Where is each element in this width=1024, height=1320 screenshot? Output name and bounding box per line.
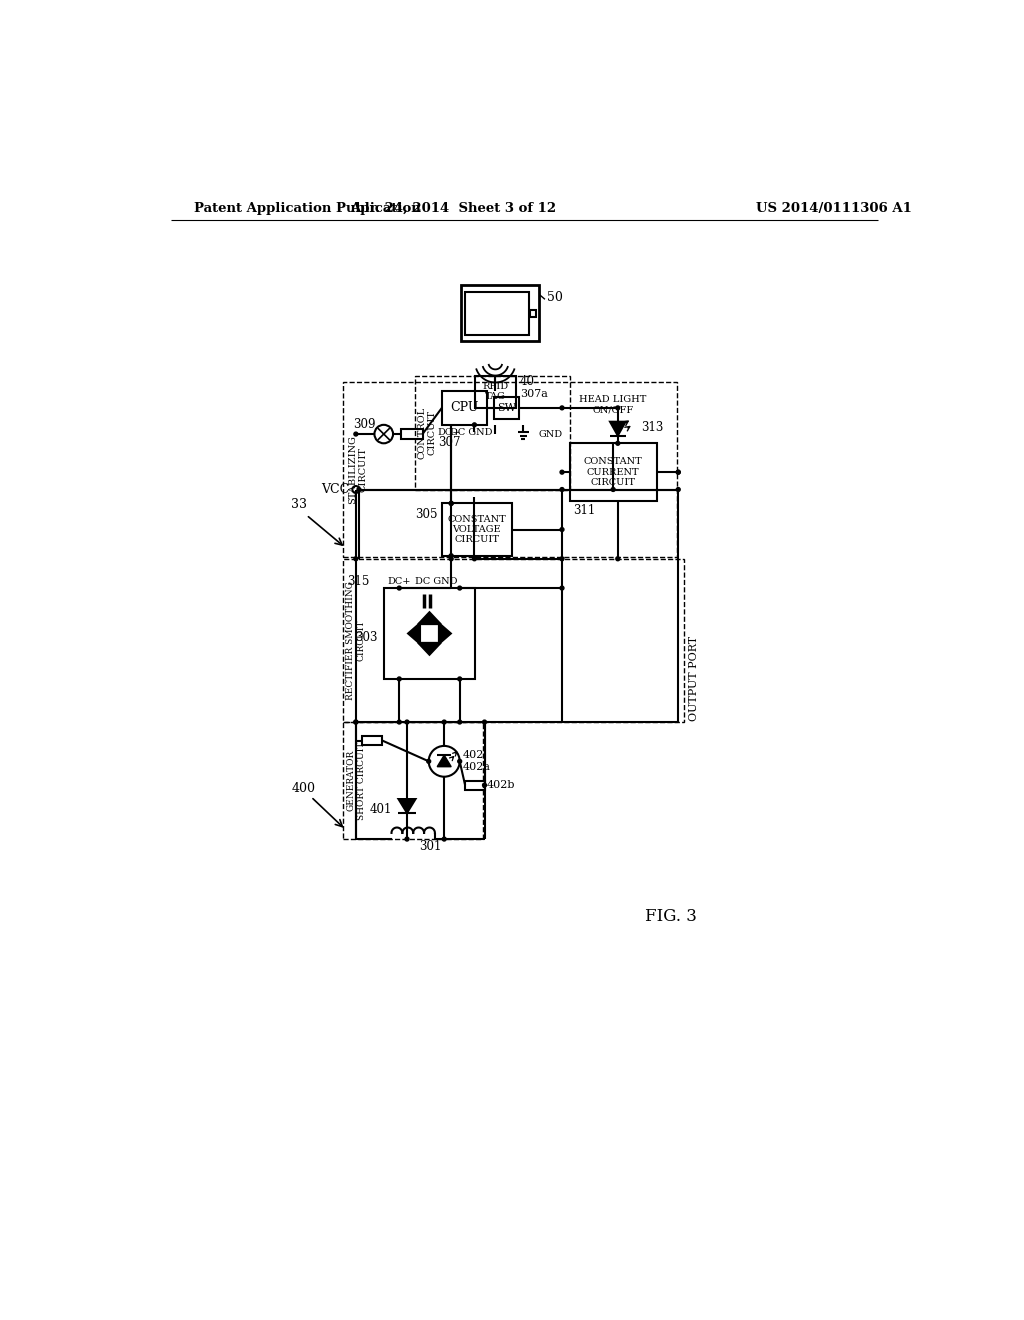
Circle shape <box>354 721 357 723</box>
Text: VCC: VCC <box>322 483 349 496</box>
Text: GND: GND <box>539 429 563 438</box>
Text: OUTPUT PORT: OUTPUT PORT <box>689 636 698 722</box>
Polygon shape <box>610 422 626 436</box>
Circle shape <box>427 759 431 763</box>
Circle shape <box>560 528 564 532</box>
Polygon shape <box>418 612 441 624</box>
Circle shape <box>560 487 564 491</box>
Circle shape <box>397 586 401 590</box>
Circle shape <box>615 407 620 409</box>
Polygon shape <box>437 755 452 767</box>
Text: STABILIZING
CIRCUIT: STABILIZING CIRCUIT <box>348 436 367 504</box>
Circle shape <box>450 502 453 506</box>
Circle shape <box>482 783 486 787</box>
Text: CONSTANT
CURRENT
CIRCUIT: CONSTANT CURRENT CIRCUIT <box>584 457 642 487</box>
Text: 40: 40 <box>519 375 535 388</box>
Text: 402: 402 <box>463 750 484 760</box>
Bar <box>494 397 518 418</box>
Text: DC GND: DC GND <box>451 428 493 437</box>
Circle shape <box>442 721 446 723</box>
Text: 307a: 307a <box>520 389 548 399</box>
Circle shape <box>615 441 620 445</box>
Circle shape <box>560 407 564 409</box>
Bar <box>384 589 475 678</box>
Bar <box>343 381 677 557</box>
Circle shape <box>406 837 409 841</box>
Polygon shape <box>418 643 441 655</box>
Bar <box>569 444 656 502</box>
Text: 401: 401 <box>369 803 391 816</box>
Circle shape <box>450 557 453 561</box>
Text: US 2014/0111306 A1: US 2014/0111306 A1 <box>756 202 911 215</box>
Text: 313: 313 <box>641 421 664 434</box>
Bar <box>343 722 483 840</box>
Bar <box>530 310 537 317</box>
Text: 311: 311 <box>573 504 596 517</box>
Polygon shape <box>398 799 416 813</box>
Circle shape <box>560 557 564 561</box>
Circle shape <box>676 487 680 491</box>
Text: 33: 33 <box>291 499 306 511</box>
Text: 400: 400 <box>291 781 315 795</box>
Text: CONSTANT
VOLTAGE
CIRCUIT: CONSTANT VOLTAGE CIRCUIT <box>447 515 506 544</box>
Bar <box>415 375 569 490</box>
Text: 402b: 402b <box>486 780 515 791</box>
Circle shape <box>458 677 462 681</box>
Circle shape <box>458 759 462 763</box>
Text: CPU: CPU <box>451 401 478 414</box>
Text: 303: 303 <box>355 631 378 644</box>
Circle shape <box>442 837 446 841</box>
Text: 402a: 402a <box>463 763 490 772</box>
Circle shape <box>560 586 564 590</box>
Text: 307: 307 <box>438 436 461 449</box>
Circle shape <box>560 470 564 474</box>
Bar <box>442 391 486 425</box>
Bar <box>343 558 684 722</box>
Circle shape <box>615 557 620 561</box>
Text: 315: 315 <box>347 576 370 589</box>
Text: SW: SW <box>497 403 516 413</box>
Circle shape <box>450 554 453 557</box>
Circle shape <box>611 487 615 491</box>
Circle shape <box>354 721 357 723</box>
Circle shape <box>482 721 486 723</box>
Circle shape <box>406 721 409 723</box>
Text: 301: 301 <box>420 841 441 853</box>
Text: DC GND: DC GND <box>415 577 458 586</box>
Circle shape <box>676 470 680 474</box>
Circle shape <box>472 422 476 426</box>
Circle shape <box>354 432 357 436</box>
Text: DC+: DC+ <box>438 428 462 437</box>
Bar <box>461 285 539 341</box>
Circle shape <box>458 586 462 590</box>
Circle shape <box>472 557 476 561</box>
Bar <box>400 429 423 438</box>
Text: GENERATOR
SHORT CIRCUIT: GENERATOR SHORT CIRCUIT <box>346 742 366 820</box>
Bar <box>362 737 382 744</box>
Bar <box>465 780 485 789</box>
Text: RECTIFIER SMOOTHING
CIRCUIT: RECTIFIER SMOOTHING CIRCUIT <box>346 581 366 700</box>
Text: HEAD LIGHT
ON/OFF: HEAD LIGHT ON/OFF <box>579 395 646 414</box>
Text: CONTROL
CIRCUIT: CONTROL CIRCUIT <box>418 407 437 458</box>
Circle shape <box>397 677 401 681</box>
Text: FIG. 3: FIG. 3 <box>644 908 696 925</box>
Circle shape <box>354 557 357 561</box>
Text: Patent Application Publication: Patent Application Publication <box>194 202 421 215</box>
Polygon shape <box>438 623 452 644</box>
Bar <box>475 376 515 408</box>
Text: Apr. 24, 2014  Sheet 3 of 12: Apr. 24, 2014 Sheet 3 of 12 <box>350 202 557 215</box>
Circle shape <box>357 487 360 491</box>
Text: RFID
TAG: RFID TAG <box>482 381 508 401</box>
Text: 50: 50 <box>547 290 562 304</box>
Circle shape <box>676 470 680 474</box>
Circle shape <box>450 502 453 506</box>
Polygon shape <box>408 623 420 644</box>
Circle shape <box>458 721 462 723</box>
Circle shape <box>397 721 401 723</box>
Bar <box>465 292 528 335</box>
Text: 305: 305 <box>416 508 438 520</box>
Text: 309: 309 <box>353 418 376 432</box>
Text: DC+: DC+ <box>387 577 411 586</box>
Bar <box>442 503 512 556</box>
